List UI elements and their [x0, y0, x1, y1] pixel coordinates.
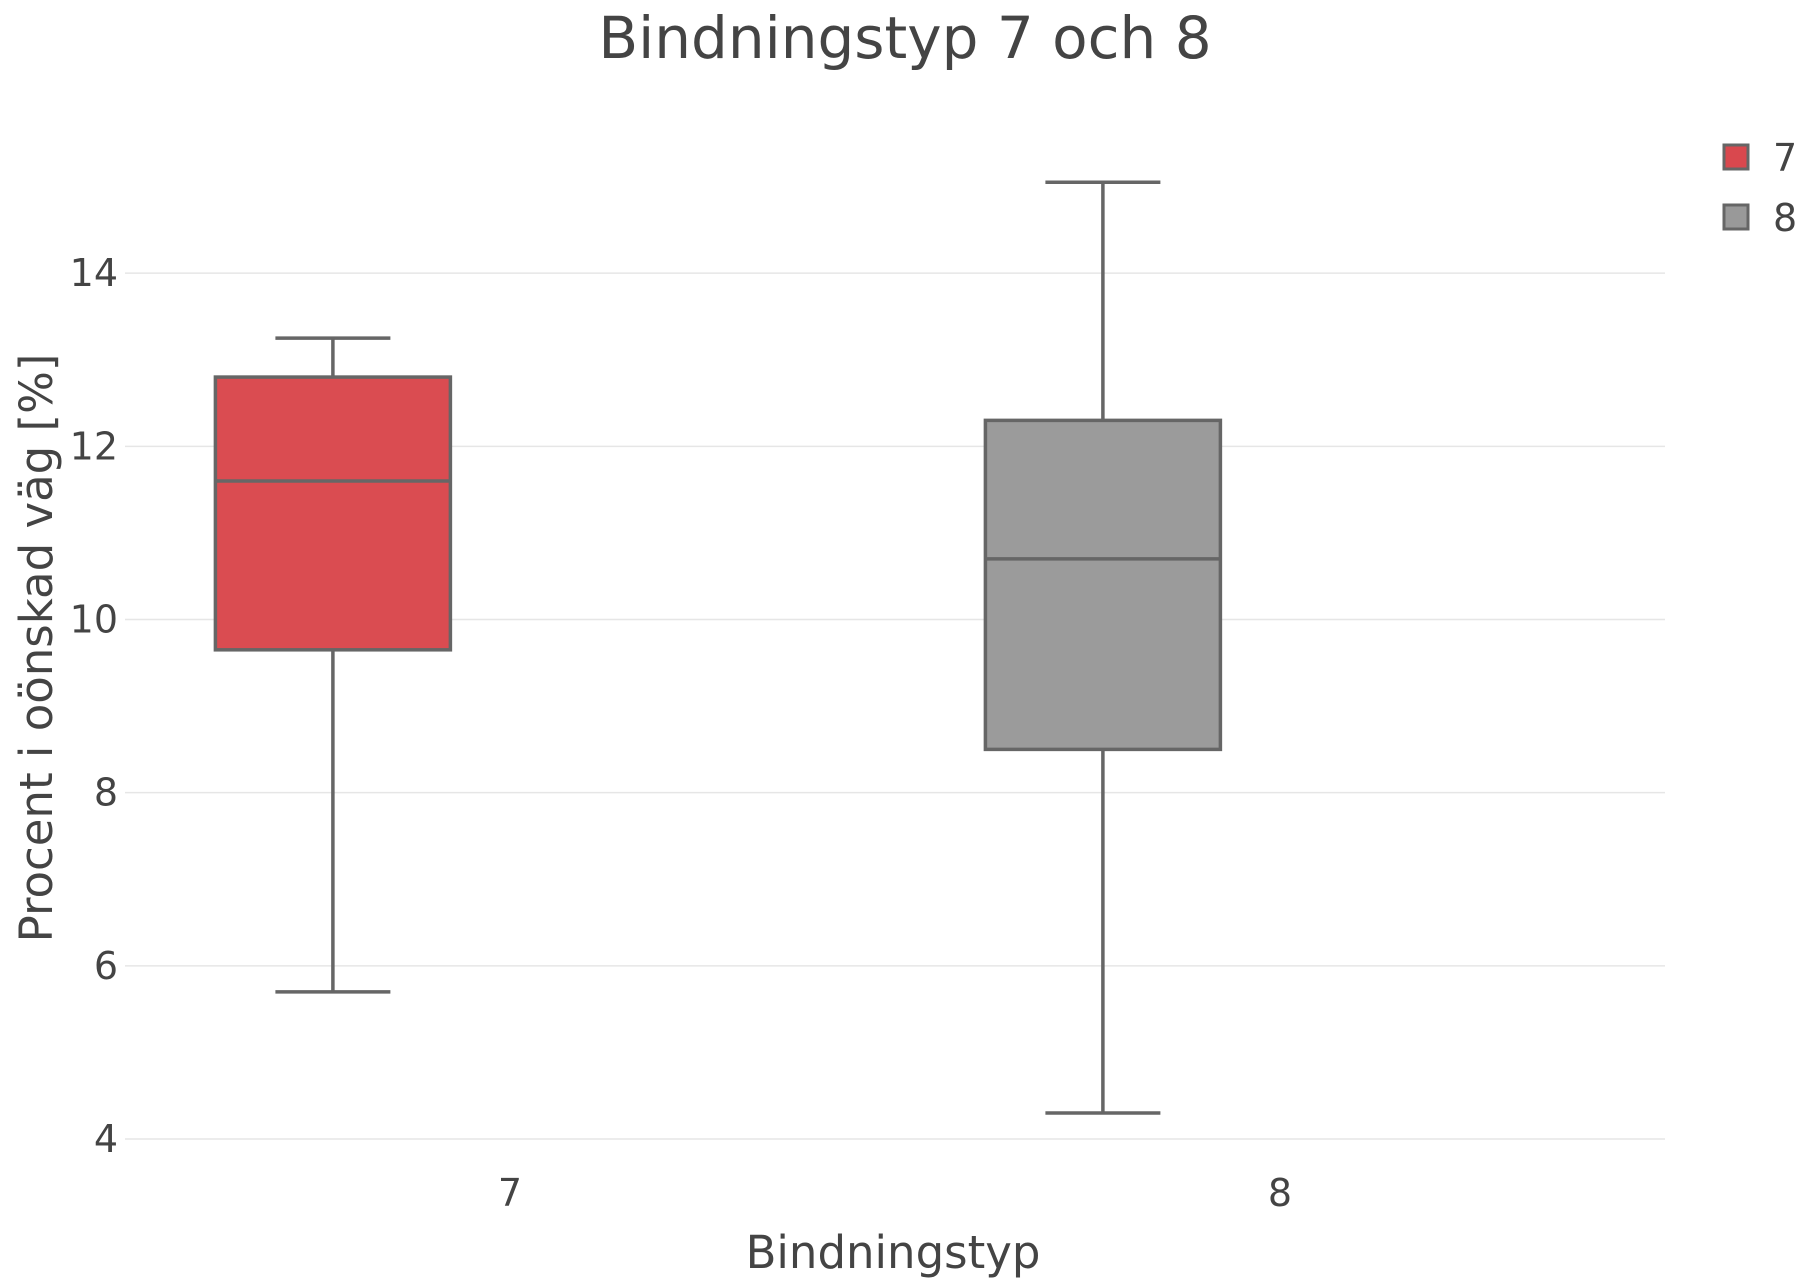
legend-swatch	[1722, 143, 1750, 171]
legend-label: 8	[1773, 196, 1797, 240]
box-traces	[213, 180, 1223, 1115]
y-tick-label: 14	[70, 251, 118, 295]
x-axis-title: Bindningstyp	[746, 1226, 1041, 1279]
box-7	[213, 336, 453, 994]
y-tick-label: 10	[70, 598, 118, 642]
y-tick-label: 12	[70, 424, 118, 468]
y-tick-label: 4	[94, 1117, 118, 1161]
x-tick-label: 8	[1268, 1171, 1292, 1215]
box-body	[983, 418, 1223, 752]
y-axis-ticks: 4 6 8 10 12 14	[70, 251, 118, 1161]
legend: 78	[1722, 136, 1797, 240]
y-axis-title: Procent i oönskad väg [%]	[10, 354, 63, 943]
legend-swatch	[1722, 203, 1750, 231]
legend-item-8: 8	[1722, 196, 1797, 240]
y-tick-label: 6	[94, 944, 118, 988]
box-8	[983, 180, 1223, 1115]
legend-item-7: 7	[1722, 136, 1797, 180]
legend-label: 7	[1773, 136, 1797, 180]
y-tick-label: 8	[94, 771, 118, 815]
chart-title: Bindningstyp 7 och 8	[598, 4, 1211, 72]
x-tick-label: 7	[498, 1171, 522, 1215]
box-body	[213, 375, 453, 652]
